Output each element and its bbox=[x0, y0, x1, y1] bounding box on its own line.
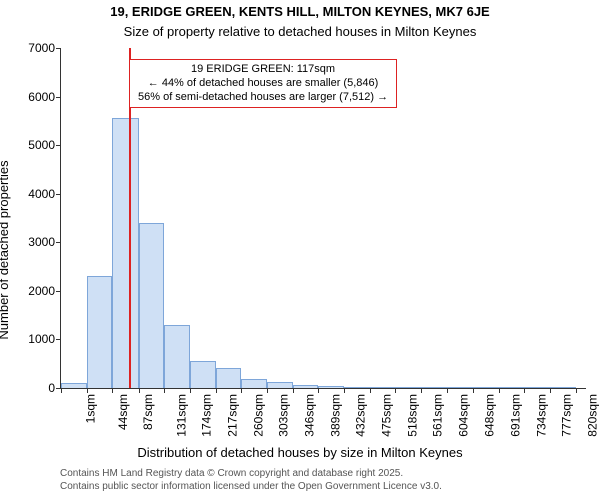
ytick-label: 6000 bbox=[28, 90, 55, 104]
histogram-bar bbox=[550, 387, 576, 388]
xtick-label: 260sqm bbox=[251, 394, 265, 437]
xtick-mark bbox=[344, 388, 345, 393]
xtick-mark bbox=[499, 388, 500, 393]
xtick-label: 820sqm bbox=[586, 394, 600, 437]
xtick-label: 389sqm bbox=[328, 394, 342, 437]
footnote-line1: Contains HM Land Registry data © Crown c… bbox=[60, 468, 442, 481]
xtick-mark bbox=[318, 388, 319, 393]
ytick-mark bbox=[56, 145, 61, 146]
histogram-bar bbox=[61, 383, 87, 388]
histogram-bar bbox=[473, 387, 499, 388]
xtick-label: 734sqm bbox=[535, 394, 549, 437]
xtick-mark bbox=[87, 388, 88, 393]
xtick-label: 87sqm bbox=[141, 394, 155, 430]
xtick-label: 432sqm bbox=[354, 394, 368, 437]
xtick-mark bbox=[576, 388, 577, 393]
xtick-mark bbox=[473, 388, 474, 393]
ytick-label: 2000 bbox=[28, 284, 55, 298]
ytick-label: 0 bbox=[48, 381, 55, 395]
xtick-mark bbox=[524, 388, 525, 393]
ytick-mark bbox=[56, 97, 61, 98]
xtick-label: 518sqm bbox=[405, 394, 419, 437]
chart-title-line2: Size of property relative to detached ho… bbox=[0, 24, 600, 39]
footnote-line2: Contains public sector information licen… bbox=[60, 481, 442, 494]
xtick-label: 131sqm bbox=[174, 394, 188, 437]
xtick-label: 475sqm bbox=[380, 394, 394, 437]
histogram-bar bbox=[293, 385, 319, 388]
plot-area: 19 ERIDGE GREEN: 117sqm ← 44% of detache… bbox=[60, 48, 586, 389]
xtick-label: 1sqm bbox=[83, 394, 97, 423]
ytick-label: 4000 bbox=[28, 187, 55, 201]
ytick-mark bbox=[56, 194, 61, 195]
histogram-bar bbox=[190, 361, 216, 388]
histogram-bar bbox=[267, 382, 293, 388]
annotation-line2: ← 44% of detached houses are smaller (5,… bbox=[138, 77, 388, 91]
xtick-mark bbox=[370, 388, 371, 393]
histogram-bar bbox=[344, 387, 370, 388]
xtick-mark bbox=[241, 388, 242, 393]
xtick-label: 346sqm bbox=[303, 394, 317, 437]
histogram-bar bbox=[216, 368, 242, 388]
xtick-mark bbox=[164, 388, 165, 393]
histogram-bar bbox=[421, 387, 447, 388]
ytick-label: 3000 bbox=[28, 235, 55, 249]
xtick-mark bbox=[139, 388, 140, 393]
xtick-mark bbox=[112, 388, 113, 393]
histogram-bar bbox=[87, 276, 113, 388]
xtick-mark bbox=[61, 388, 62, 393]
ytick-mark bbox=[56, 48, 61, 49]
annotation-line3: 56% of semi-detached houses are larger (… bbox=[138, 91, 388, 105]
ytick-label: 7000 bbox=[28, 41, 55, 55]
xtick-label: 174sqm bbox=[200, 394, 214, 437]
ytick-label: 1000 bbox=[28, 332, 55, 346]
xtick-mark bbox=[267, 388, 268, 393]
xtick-label: 217sqm bbox=[226, 394, 240, 437]
histogram-bar bbox=[395, 387, 421, 388]
xtick-label: 303sqm bbox=[277, 394, 291, 437]
annotation-box: 19 ERIDGE GREEN: 117sqm ← 44% of detache… bbox=[129, 59, 397, 108]
histogram-bar bbox=[318, 386, 344, 388]
xtick-mark bbox=[421, 388, 422, 393]
xtick-label: 561sqm bbox=[431, 394, 445, 437]
xtick-mark bbox=[550, 388, 551, 393]
x-axis-label: Distribution of detached houses by size … bbox=[0, 445, 600, 460]
xtick-label: 44sqm bbox=[116, 394, 130, 430]
xtick-mark bbox=[190, 388, 191, 393]
xtick-label: 777sqm bbox=[560, 394, 574, 437]
footnote: Contains HM Land Registry data © Crown c… bbox=[60, 468, 442, 493]
ytick-label: 5000 bbox=[28, 138, 55, 152]
chart-title-line1: 19, ERIDGE GREEN, KENTS HILL, MILTON KEY… bbox=[0, 4, 600, 19]
ytick-mark bbox=[56, 242, 61, 243]
histogram-bar bbox=[524, 387, 550, 388]
annotation-line1: 19 ERIDGE GREEN: 117sqm bbox=[138, 63, 388, 77]
xtick-mark bbox=[293, 388, 294, 393]
histogram-bar bbox=[112, 118, 138, 388]
histogram-bar bbox=[447, 387, 473, 388]
histogram-bar bbox=[241, 379, 267, 388]
xtick-label: 648sqm bbox=[483, 394, 497, 437]
xtick-mark bbox=[216, 388, 217, 393]
xtick-label: 691sqm bbox=[509, 394, 523, 437]
xtick-mark bbox=[447, 388, 448, 393]
histogram-bar bbox=[499, 387, 525, 388]
histogram-bar bbox=[139, 223, 165, 388]
histogram-bar bbox=[164, 325, 190, 388]
xtick-label: 604sqm bbox=[457, 394, 471, 437]
histogram-bar bbox=[370, 387, 396, 388]
xtick-mark bbox=[395, 388, 396, 393]
ytick-mark bbox=[56, 339, 61, 340]
ytick-mark bbox=[56, 291, 61, 292]
